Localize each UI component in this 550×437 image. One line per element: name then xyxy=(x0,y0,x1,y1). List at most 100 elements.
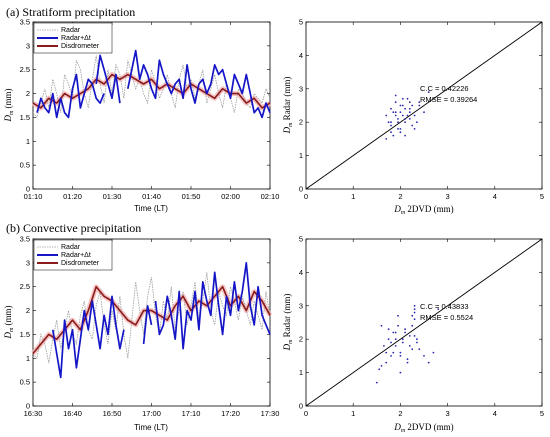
scatter-point xyxy=(392,134,395,137)
scatter-point xyxy=(390,121,392,124)
y-tick-label: 5 xyxy=(299,235,303,244)
y-tick-label: 2 xyxy=(26,306,30,315)
scatter-point xyxy=(394,111,397,114)
scatter-point xyxy=(408,335,411,337)
radar-dt-line xyxy=(51,295,125,379)
scatter-point xyxy=(378,368,381,371)
scatter-point xyxy=(413,114,416,117)
scatter-point xyxy=(397,118,399,120)
stratiform-ticks: 01:10 01:20 01:30 01:40 01:50 02:00 02:10 0 0.5 1… xyxy=(20,18,280,202)
scatter-point xyxy=(387,121,390,124)
y-tick-label: 5 xyxy=(299,18,303,27)
scatter-point xyxy=(423,111,425,114)
x-tick-label: 01:20 xyxy=(63,192,82,201)
scatter-point xyxy=(390,341,392,344)
convective-y-axis-label: Dm (mm) xyxy=(3,305,15,339)
scatter-point xyxy=(392,331,395,334)
one-to-one-line xyxy=(305,21,543,190)
scatter-point xyxy=(404,121,406,124)
scatter-point xyxy=(390,131,392,134)
scatter-point xyxy=(413,304,416,307)
scatter-point xyxy=(408,107,411,110)
y-tick-label: 1 xyxy=(26,137,30,146)
x-tick-label: 5 xyxy=(540,192,544,201)
convective-scatter-panel: 0 1 2 3 4 5 0 1 2 3 4 5 C.C = 0.43833 RMSE = 0.5524… xyxy=(282,235,544,435)
scatter-point xyxy=(404,328,406,331)
convective-scatter-x-label: Dm 2DVD (mm) xyxy=(393,422,453,434)
scatter-point xyxy=(392,351,395,354)
x-tick-label: 16:50 xyxy=(103,409,122,418)
stratiform-scatter-x-label: Dm 2DVD (mm) xyxy=(393,204,453,216)
y-tick-label: 0 xyxy=(299,402,303,411)
stratiform-scatter-points xyxy=(305,21,543,190)
scatter-point xyxy=(404,134,406,137)
stratiform-y-axis-label: Dm (mm) xyxy=(3,88,15,122)
scatter-point xyxy=(413,311,416,314)
y-tick-label: 3 xyxy=(26,258,30,267)
disdrometer-line xyxy=(32,285,271,355)
y-tick-label: 2 xyxy=(299,335,303,344)
radar-dt-line xyxy=(154,262,271,350)
scatter-point xyxy=(385,351,388,354)
scatter-point xyxy=(394,331,397,334)
y-tick-label: 3 xyxy=(299,301,303,310)
scatter-point xyxy=(413,318,416,321)
x-tick-label: 02:10 xyxy=(261,192,280,201)
scatter-point xyxy=(408,345,411,347)
stratiform-scatter-ticks: 0 1 2 3 4 5 0 1 2 3 4 5 xyxy=(299,18,544,202)
x-tick-label: 4 xyxy=(493,409,497,418)
x-tick-label: 3 xyxy=(446,192,450,201)
y-tick-label: 3 xyxy=(299,84,303,93)
y-tick-label: 2.5 xyxy=(20,65,30,74)
legend-radar-dt-label: Radar+Δt xyxy=(61,252,91,259)
x-tick-label: 4 xyxy=(493,192,497,201)
y-tick-label: 0.5 xyxy=(20,378,30,387)
x-tick-label: 17:10 xyxy=(182,409,201,418)
y-tick-label: 2.5 xyxy=(20,282,30,291)
stratiform-timeseries-panel: (a) Stratiform precipitation 01:10 01:20 0… xyxy=(3,5,279,213)
scatter-point xyxy=(427,361,430,364)
scatter-point xyxy=(383,345,385,347)
legend-radar-label: Radar xyxy=(61,27,81,34)
scatter-point xyxy=(418,348,421,351)
scatter-point xyxy=(387,328,390,331)
legend-radar-label: Radar xyxy=(61,244,81,251)
convective-rmse: RMSE = 0.5524 xyxy=(420,313,473,322)
x-tick-label: 5 xyxy=(540,409,544,418)
scatter-point xyxy=(401,104,404,107)
scatter-point xyxy=(404,107,406,110)
y-tick-label: 0 xyxy=(26,402,30,411)
x-tick-label: 16:30 xyxy=(24,409,43,418)
x-tick-label: 0 xyxy=(304,409,308,418)
scatter-point xyxy=(385,138,388,140)
scatter-point xyxy=(397,121,399,124)
scatter-point xyxy=(399,351,402,354)
stratiform-scatter-y-label: Dm Radar (mm) xyxy=(282,77,294,135)
convective-legend: Radar Radar+Δt Disdrometer xyxy=(33,239,113,271)
radar-dt-line xyxy=(95,54,121,104)
scatter-point xyxy=(390,355,392,357)
scatter-point xyxy=(394,338,397,341)
scatter-point xyxy=(394,114,397,117)
convective-x-axis-label: Time (LT) xyxy=(134,423,168,432)
x-tick-label: 01:40 xyxy=(142,192,161,201)
y-tick-label: 4 xyxy=(299,268,303,277)
scatter-point xyxy=(406,97,409,100)
stratiform-correlation: C.C = 0.42226 xyxy=(420,84,469,93)
convective-timeseries-panel: (b) Convective precipitation 16:30 16:40 1… xyxy=(3,221,279,432)
y-tick-label: 3 xyxy=(26,41,30,50)
scatter-point xyxy=(392,111,395,114)
y-tick-label: 1.5 xyxy=(20,113,30,122)
scatter-point xyxy=(394,94,397,97)
scatter-point xyxy=(399,127,402,130)
x-tick-label: 2 xyxy=(398,192,402,201)
y-tick-label: 1.5 xyxy=(20,330,30,339)
scatter-point xyxy=(404,331,406,334)
scatter-point xyxy=(432,351,435,354)
scatter-point xyxy=(416,338,418,341)
x-tick-label: 0 xyxy=(304,192,308,201)
x-tick-label: 2 xyxy=(398,409,402,418)
scatter-point xyxy=(408,101,411,104)
y-tick-label: 3.5 xyxy=(20,235,30,244)
